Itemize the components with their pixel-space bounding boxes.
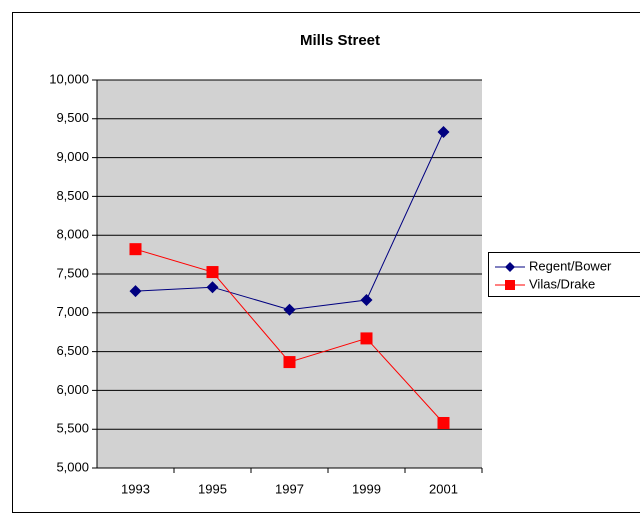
marker <box>360 332 373 345</box>
y-tick-label: 10,000 <box>49 71 89 86</box>
legend-marker <box>505 262 515 272</box>
marker <box>206 266 219 279</box>
legend-label: Vilas/Drake <box>529 276 595 291</box>
marker <box>283 303 296 316</box>
marker <box>360 293 373 306</box>
y-tick-label: 8,000 <box>56 227 89 242</box>
marker <box>283 356 296 369</box>
marker <box>129 285 142 298</box>
y-tick-label: 5,000 <box>56 459 89 474</box>
y-tick-label: 9,500 <box>56 110 89 125</box>
x-tick-label: 1995 <box>198 481 227 496</box>
x-tick-label: 1999 <box>352 481 381 496</box>
y-tick-label: 9,000 <box>56 149 89 164</box>
y-tick-label: 6,500 <box>56 343 89 358</box>
y-tick-label: 8,500 <box>56 188 89 203</box>
x-tick-label: 1993 <box>121 481 150 496</box>
marker <box>437 125 450 138</box>
legend-label: Regent/Bower <box>529 258 612 273</box>
x-tick-label: 2001 <box>429 481 458 496</box>
marker <box>437 416 450 429</box>
legend-marker <box>505 280 515 290</box>
marker <box>129 243 142 256</box>
chart-title: Mills Street <box>300 32 380 49</box>
x-tick-label: 1997 <box>275 481 304 496</box>
marker <box>206 281 219 294</box>
y-tick-label: 6,000 <box>56 382 89 397</box>
y-tick-label: 5,500 <box>56 421 89 436</box>
y-tick-label: 7,000 <box>56 304 89 319</box>
y-tick-label: 7,500 <box>56 265 89 280</box>
legend-box <box>488 252 640 297</box>
